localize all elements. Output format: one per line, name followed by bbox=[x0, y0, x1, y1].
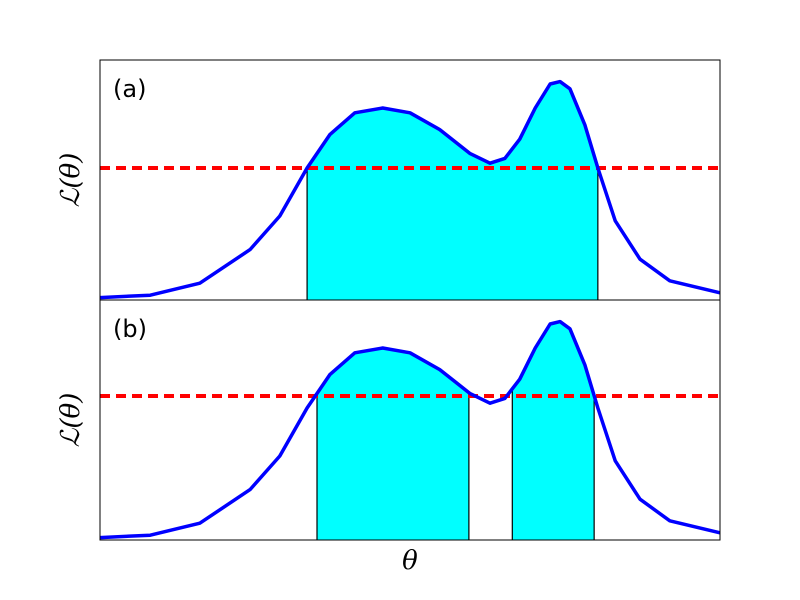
panel-label: (a) bbox=[113, 75, 146, 103]
fill-region bbox=[317, 348, 469, 540]
likelihood-curve bbox=[99, 319, 721, 540]
y-axis-label: ℒ(θ) bbox=[56, 153, 86, 208]
fill-region bbox=[307, 81, 598, 300]
likelihood-curve bbox=[99, 79, 721, 300]
fill-region bbox=[512, 321, 595, 540]
y-axis-label: ℒ(θ) bbox=[56, 393, 86, 448]
plot-frame bbox=[99, 299, 721, 541]
panel-label: (b) bbox=[113, 315, 147, 343]
x-axis-label: θ bbox=[402, 546, 418, 576]
